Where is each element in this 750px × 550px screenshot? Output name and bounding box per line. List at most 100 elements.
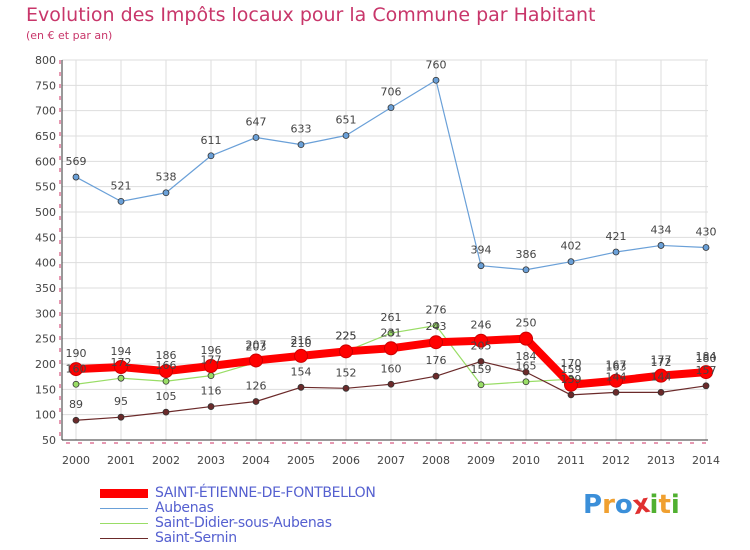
data-label-aubenas-2005: 633: [291, 123, 312, 136]
data-point-saint-didier-2010: [522, 378, 530, 386]
x-tick-label-2009: 2009: [467, 454, 495, 467]
data-point-aubenas-2002: [162, 189, 170, 197]
y-tick-label-400: 400: [35, 257, 56, 270]
y-tick-label-550: 550: [35, 181, 56, 194]
legend-label-saint-etienne: SAINT-ÉTIENNE-DE-FONTBELLON: [155, 485, 376, 501]
proxiti-logo: Proxiti: [583, 489, 680, 521]
logo-letter: i: [649, 490, 659, 520]
data-label-saint-sernin-2000: 89: [69, 398, 83, 411]
data-point-saint-etienne-2011: [564, 377, 578, 392]
legend-swatch-aubenas: [100, 508, 148, 509]
data-label-aubenas-2014: 430: [696, 225, 717, 238]
x-tick-label-2000: 2000: [62, 454, 90, 467]
logo-letter: i: [670, 490, 680, 520]
data-point-aubenas-2003: [207, 152, 215, 160]
data-point-saint-didier-2002: [162, 377, 170, 385]
data-label-saint-sernin-2011: 139: [561, 373, 582, 386]
data-label-aubenas-2002: 538: [156, 171, 177, 184]
data-label-saint-didier-2010: 165: [516, 360, 537, 373]
y-tick-label-300: 300: [35, 307, 56, 320]
data-label-saint-sernin-2002: 105: [156, 390, 177, 403]
x-tick-label-2008: 2008: [422, 454, 450, 467]
data-point-aubenas-2008: [432, 76, 440, 84]
data-label-aubenas-2007: 706: [381, 86, 402, 99]
data-point-aubenas-2012: [612, 248, 620, 256]
data-label-aubenas-2008: 760: [426, 58, 447, 71]
x-tick-label-2005: 2005: [287, 454, 315, 467]
data-point-saint-didier-2007: [387, 329, 395, 337]
legend-swatch-saint-etienne: [100, 489, 148, 498]
data-point-aubenas-2001: [117, 197, 125, 205]
data-point-aubenas-2000: [72, 173, 80, 181]
legend-label-saint-didier: Saint-Didier-sous-Aubenas: [155, 515, 332, 531]
legend-item-saint-didier: Saint-Didier-sous-Aubenas: [100, 516, 430, 531]
data-label-aubenas-2004: 647: [246, 116, 267, 129]
data-point-saint-etienne-2008: [429, 335, 443, 350]
data-label-saint-etienne-2005: 216: [291, 334, 312, 347]
data-point-aubenas-2014: [702, 244, 710, 251]
y-tick-label-500: 500: [35, 206, 56, 219]
y-tick-label-200: 200: [35, 358, 56, 371]
data-label-saint-sernin-2012: 144: [606, 370, 627, 383]
data-point-aubenas-2009: [477, 262, 485, 270]
data-point-saint-etienne-2007: [384, 341, 398, 356]
legend-item-saint-etienne: SAINT-ÉTIENNE-DE-FONTBELLON: [100, 486, 430, 501]
y-tick-label-50: 50: [42, 434, 56, 447]
logo-letter: P: [583, 490, 603, 520]
legend-item-aubenas: Aubenas: [100, 501, 430, 516]
data-point-saint-etienne-2004: [249, 353, 263, 368]
y-tick-label-100: 100: [35, 409, 56, 422]
data-point-aubenas-2010: [522, 266, 530, 274]
chart-subtitle: (en € et par an): [26, 29, 113, 42]
y-tick-label-800: 800: [35, 54, 56, 67]
data-label-saint-didier-2000: 160: [66, 362, 87, 375]
y-tick-label-600: 600: [35, 155, 56, 168]
data-label-aubenas-2013: 434: [651, 223, 672, 236]
data-label-aubenas-2003: 611: [201, 134, 222, 147]
data-label-saint-etienne-2011: 159: [561, 363, 582, 376]
data-label-saint-sernin-2005: 154: [291, 365, 312, 378]
data-point-aubenas-2013: [657, 242, 665, 249]
data-point-saint-sernin-2008: [432, 372, 440, 380]
data-label-saint-sernin-2009: 205: [471, 339, 492, 352]
data-label-saint-didier-2001: 172: [111, 356, 132, 369]
x-tick-label-2010: 2010: [512, 454, 540, 467]
data-point-saint-didier-2009: [477, 381, 485, 389]
legend: SAINT-ÉTIENNE-DE-FONTBELLON Aubenas Sain…: [100, 486, 430, 546]
data-label-saint-etienne-2001: 194: [111, 345, 132, 358]
data-point-saint-etienne-2003: [204, 359, 218, 374]
data-point-saint-sernin-2014: [702, 382, 710, 390]
data-label-saint-didier-2011: 170: [561, 357, 582, 370]
data-label-aubenas-2011: 402: [561, 240, 582, 253]
data-point-saint-sernin-2004: [252, 398, 260, 405]
legend-swatch-saint-didier: [100, 523, 148, 524]
x-tick-label-2014: 2014: [692, 454, 720, 467]
data-label-saint-etienne-2000: 190: [66, 347, 87, 360]
data-label-saint-etienne-2013: 177: [651, 354, 672, 367]
data-point-saint-sernin-2005: [297, 383, 305, 391]
data-point-saint-didier-2008: [432, 322, 440, 329]
data-label-saint-didier-2002: 166: [156, 359, 177, 372]
data-point-saint-sernin-2013: [657, 388, 665, 396]
legend-swatch-saint-sernin: [100, 538, 148, 539]
data-label-saint-etienne-2010: 250: [516, 317, 537, 330]
chart-title: Evolution des Impôts locaux pour la Comm…: [26, 4, 596, 26]
y-tick-label-350: 350: [35, 282, 56, 295]
x-tick-label-2012: 2012: [602, 454, 630, 467]
data-label-saint-sernin-2004: 126: [246, 379, 267, 392]
x-tick-label-2001: 2001: [107, 454, 135, 467]
data-point-saint-etienne-2005: [294, 348, 308, 363]
data-point-saint-sernin-2006: [342, 384, 350, 392]
data-point-saint-sernin-2007: [387, 380, 395, 388]
x-tick-label-2011: 2011: [557, 454, 585, 467]
logo-letter: r: [602, 490, 615, 520]
data-label-saint-etienne-2003: 196: [201, 344, 222, 357]
data-point-saint-etienne-2012: [609, 373, 623, 388]
x-tick-label-2003: 2003: [197, 454, 225, 467]
data-label-aubenas-2001: 521: [111, 179, 132, 192]
data-label-saint-didier-2008: 276: [426, 303, 447, 316]
data-point-saint-etienne-2001: [114, 360, 128, 375]
logo-letter: o: [614, 490, 633, 520]
data-point-saint-etienne-2009: [474, 333, 488, 348]
x-tick-label-2004: 2004: [242, 454, 270, 467]
